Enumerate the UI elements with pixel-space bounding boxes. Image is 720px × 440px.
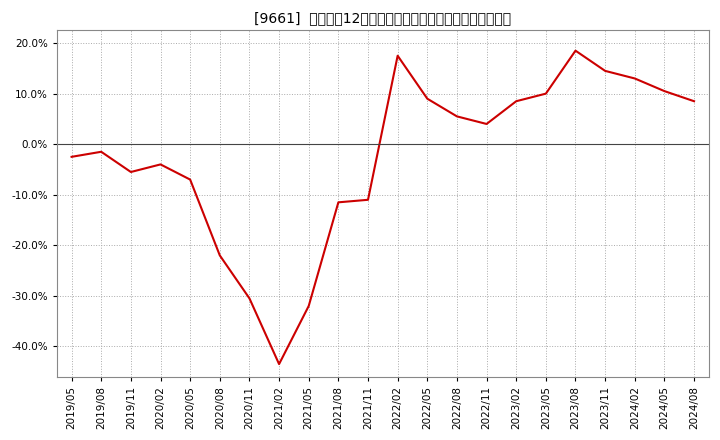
Title: [9661]  売上高の12か月移動合計の対前年同期増減率の推移: [9661] 売上高の12か月移動合計の対前年同期増減率の推移 bbox=[254, 11, 511, 25]
